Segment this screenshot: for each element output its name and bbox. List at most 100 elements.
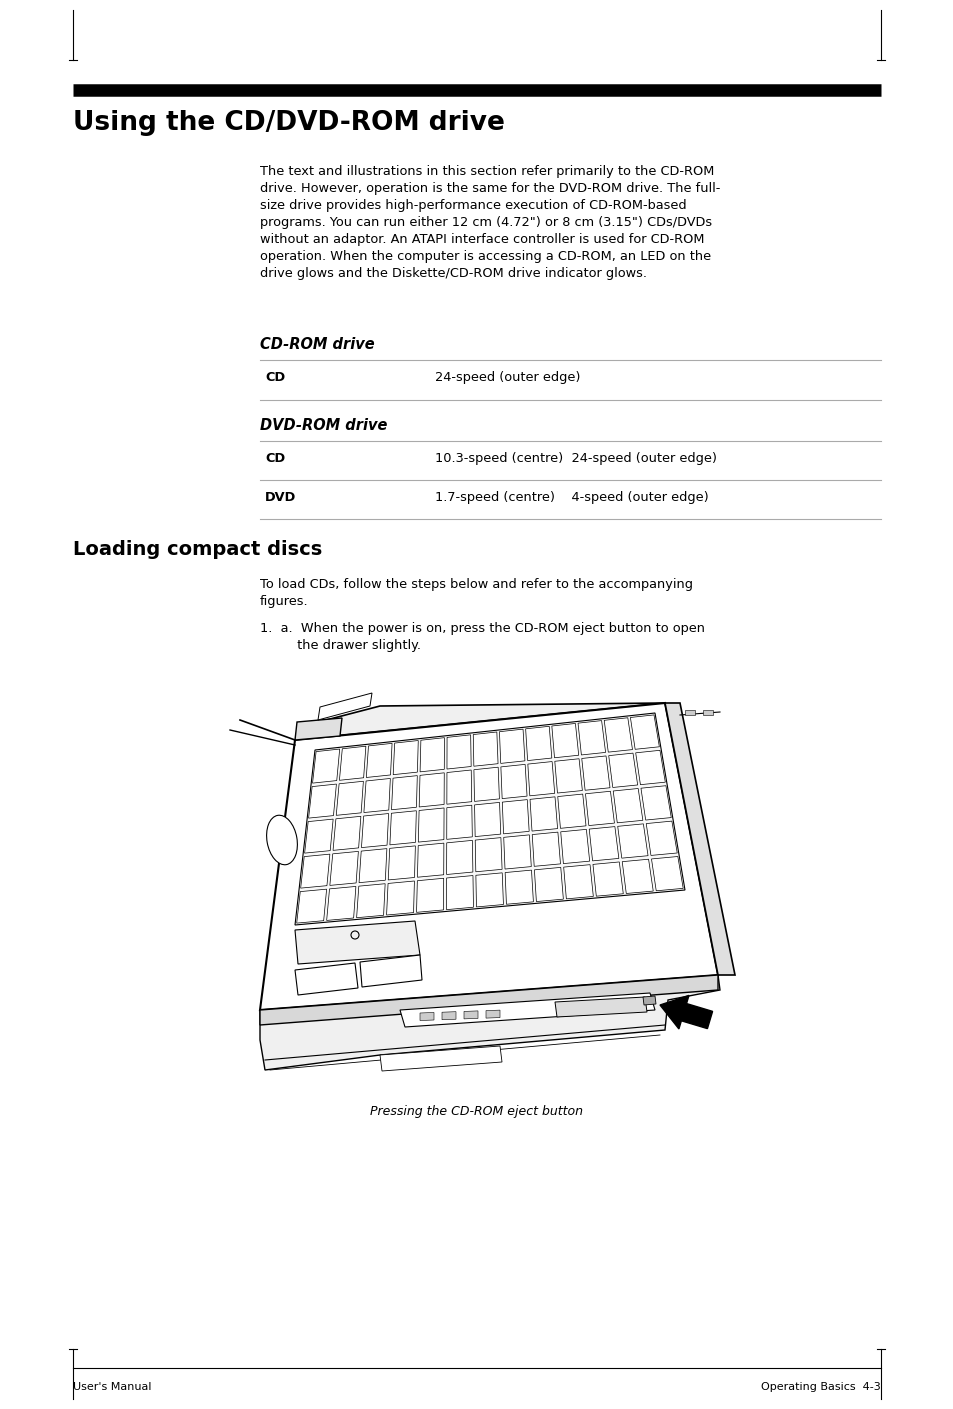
- Text: 1.7-speed (centre)    4-speed (outer edge): 1.7-speed (centre) 4-speed (outer edge): [435, 490, 708, 504]
- Polygon shape: [418, 772, 444, 807]
- Text: DVD-ROM drive: DVD-ROM drive: [260, 418, 387, 433]
- Polygon shape: [294, 962, 357, 995]
- Polygon shape: [260, 975, 720, 1069]
- Text: User's Manual: User's Manual: [73, 1382, 152, 1392]
- Polygon shape: [446, 840, 473, 875]
- Text: 10.3-speed (centre)  24-speed (outer edge): 10.3-speed (centre) 24-speed (outer edge…: [435, 452, 717, 465]
- Polygon shape: [474, 766, 498, 802]
- Polygon shape: [304, 819, 333, 852]
- Polygon shape: [339, 747, 366, 781]
- Polygon shape: [417, 807, 443, 843]
- Polygon shape: [645, 821, 677, 855]
- Text: Loading compact discs: Loading compact discs: [73, 540, 322, 559]
- Polygon shape: [361, 813, 388, 848]
- Polygon shape: [379, 1045, 501, 1071]
- Polygon shape: [363, 778, 390, 813]
- Polygon shape: [359, 955, 421, 986]
- Polygon shape: [555, 998, 646, 1017]
- Polygon shape: [585, 792, 614, 826]
- Polygon shape: [388, 845, 415, 881]
- Polygon shape: [333, 816, 360, 851]
- Polygon shape: [603, 717, 632, 752]
- Polygon shape: [446, 805, 472, 840]
- Polygon shape: [326, 886, 355, 920]
- Bar: [684, 710, 695, 714]
- Polygon shape: [474, 802, 500, 837]
- Polygon shape: [356, 883, 385, 917]
- Polygon shape: [294, 703, 664, 740]
- Text: Pressing the CD-ROM eject button: Pressing the CD-ROM eject button: [370, 1105, 583, 1117]
- Polygon shape: [534, 868, 563, 902]
- Polygon shape: [613, 789, 642, 823]
- Polygon shape: [621, 859, 653, 893]
- Polygon shape: [386, 881, 414, 914]
- Polygon shape: [475, 837, 501, 872]
- Polygon shape: [560, 830, 589, 864]
- Polygon shape: [593, 862, 622, 896]
- Polygon shape: [330, 851, 358, 885]
- Polygon shape: [476, 872, 503, 907]
- Polygon shape: [502, 800, 529, 834]
- Polygon shape: [664, 703, 734, 975]
- Polygon shape: [530, 797, 557, 831]
- Polygon shape: [608, 754, 637, 788]
- Polygon shape: [618, 824, 647, 858]
- Polygon shape: [525, 726, 551, 761]
- Bar: [702, 710, 712, 714]
- Polygon shape: [532, 833, 559, 867]
- Polygon shape: [499, 728, 524, 764]
- Polygon shape: [260, 703, 718, 1010]
- Polygon shape: [366, 744, 392, 778]
- Polygon shape: [505, 871, 533, 905]
- Polygon shape: [441, 1012, 456, 1020]
- Polygon shape: [463, 1010, 477, 1019]
- Text: 24-speed (outer edge): 24-speed (outer edge): [435, 371, 579, 385]
- Text: To load CDs, follow the steps below and refer to the accompanying
figures.: To load CDs, follow the steps below and …: [260, 578, 692, 609]
- Polygon shape: [416, 878, 443, 913]
- Polygon shape: [390, 810, 416, 845]
- Polygon shape: [419, 1013, 434, 1020]
- Polygon shape: [642, 996, 656, 1005]
- Polygon shape: [473, 733, 497, 766]
- Text: CD-ROM drive: CD-ROM drive: [260, 337, 375, 352]
- Polygon shape: [417, 843, 443, 878]
- Polygon shape: [300, 854, 330, 888]
- Text: CD: CD: [265, 371, 285, 385]
- Text: CD: CD: [265, 452, 285, 465]
- Polygon shape: [503, 836, 531, 869]
- Text: Using the CD/DVD-ROM drive: Using the CD/DVD-ROM drive: [73, 110, 504, 137]
- Polygon shape: [555, 759, 581, 793]
- Polygon shape: [558, 795, 585, 828]
- Polygon shape: [335, 781, 363, 816]
- Polygon shape: [581, 757, 609, 790]
- Polygon shape: [393, 741, 417, 775]
- Polygon shape: [296, 889, 326, 923]
- Polygon shape: [589, 827, 618, 861]
- Text: DVD: DVD: [265, 490, 296, 504]
- Polygon shape: [294, 921, 419, 964]
- Polygon shape: [578, 720, 605, 755]
- Polygon shape: [317, 693, 372, 720]
- Polygon shape: [651, 857, 682, 890]
- Polygon shape: [640, 786, 671, 820]
- Polygon shape: [527, 762, 554, 796]
- Polygon shape: [313, 750, 339, 783]
- Polygon shape: [551, 723, 578, 758]
- Polygon shape: [419, 738, 444, 772]
- Text: The text and illustrations in this section refer primarily to the CD-ROM
drive. : The text and illustrations in this secti…: [260, 165, 720, 280]
- Polygon shape: [500, 764, 526, 799]
- Polygon shape: [446, 769, 471, 805]
- Polygon shape: [358, 848, 387, 882]
- Polygon shape: [308, 783, 336, 819]
- FancyArrow shape: [659, 995, 712, 1029]
- Polygon shape: [630, 714, 659, 750]
- Polygon shape: [391, 775, 416, 810]
- Polygon shape: [294, 713, 684, 924]
- Polygon shape: [635, 751, 664, 785]
- Ellipse shape: [266, 816, 297, 865]
- Polygon shape: [260, 975, 718, 1024]
- Text: Operating Basics  4-3: Operating Basics 4-3: [760, 1382, 880, 1392]
- Polygon shape: [399, 993, 655, 1027]
- Polygon shape: [485, 1010, 499, 1019]
- Polygon shape: [563, 865, 593, 899]
